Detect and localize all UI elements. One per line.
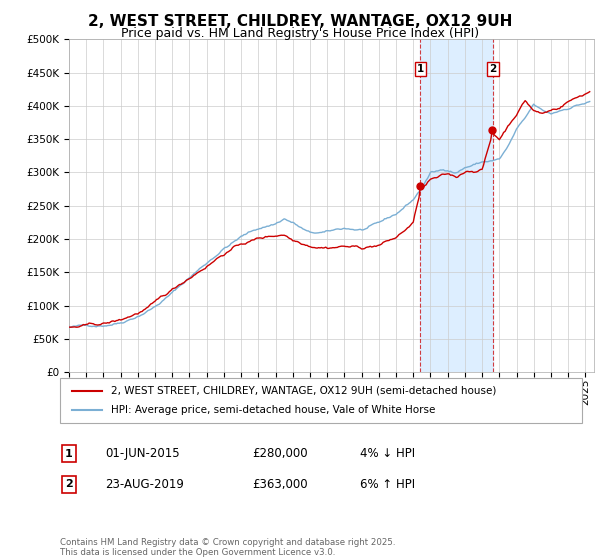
- Text: £280,000: £280,000: [252, 447, 308, 460]
- Bar: [421, 39, 493, 372]
- Text: 2: 2: [489, 64, 496, 74]
- Text: 6% ↑ HPI: 6% ↑ HPI: [360, 478, 415, 491]
- Text: 4% ↓ HPI: 4% ↓ HPI: [360, 447, 415, 460]
- Text: £363,000: £363,000: [252, 478, 308, 491]
- Text: 1: 1: [417, 64, 424, 74]
- Text: 23-AUG-2019: 23-AUG-2019: [105, 478, 184, 491]
- Text: 2, WEST STREET, CHILDREY, WANTAGE, OX12 9UH: 2, WEST STREET, CHILDREY, WANTAGE, OX12 …: [88, 14, 512, 29]
- Text: 1: 1: [65, 449, 73, 459]
- Text: Price paid vs. HM Land Registry's House Price Index (HPI): Price paid vs. HM Land Registry's House …: [121, 27, 479, 40]
- Text: Contains HM Land Registry data © Crown copyright and database right 2025.
This d: Contains HM Land Registry data © Crown c…: [60, 538, 395, 557]
- Text: HPI: Average price, semi-detached house, Vale of White Horse: HPI: Average price, semi-detached house,…: [111, 405, 436, 416]
- Text: 2: 2: [65, 479, 73, 489]
- Text: 2, WEST STREET, CHILDREY, WANTAGE, OX12 9UH (semi-detached house): 2, WEST STREET, CHILDREY, WANTAGE, OX12 …: [111, 385, 496, 395]
- Text: 01-JUN-2015: 01-JUN-2015: [105, 447, 179, 460]
